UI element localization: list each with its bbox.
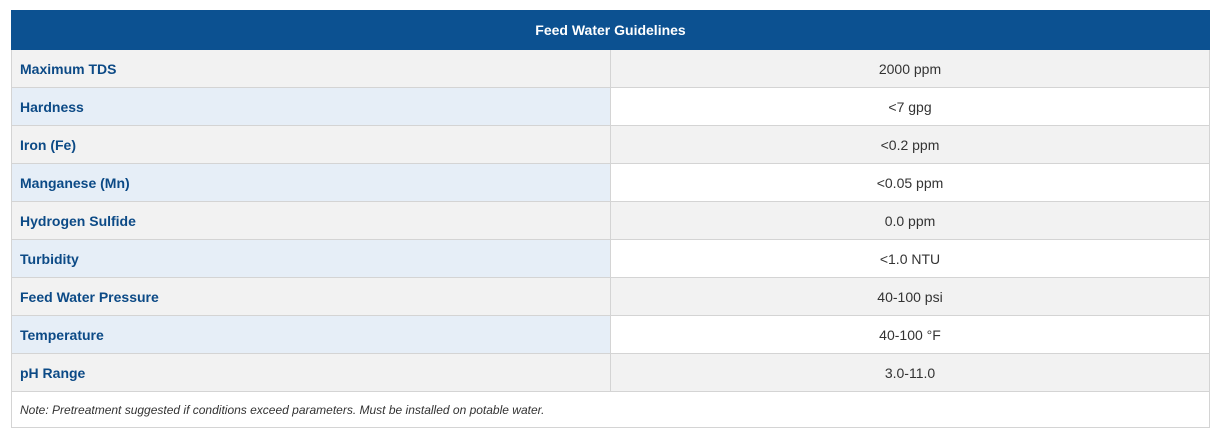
parameter-name: pH Range [11, 353, 611, 392]
table-row: Iron (Fe) <0.2 ppm [11, 125, 1210, 164]
parameter-name: Manganese (Mn) [11, 163, 611, 202]
table-row: Turbidity <1.0 NTU [11, 239, 1210, 278]
note: Note: Pretreatment suggested if conditio… [11, 391, 1210, 428]
parameter-name: Temperature [11, 315, 611, 354]
note-row: Note: Pretreatment suggested if conditio… [11, 391, 1210, 428]
parameter-name: Hardness [11, 87, 611, 126]
table-container: Feed Water Guidelines Maximum TDS 2000 pp… [11, 10, 1210, 428]
table-row: Hardness <7 gpg [11, 87, 1210, 126]
parameter-value: <7 gpg [610, 87, 1210, 126]
table-row: Feed Water Pressure 40-100 psi [11, 277, 1210, 316]
table-row: pH Range 3.0-11.0 [11, 353, 1210, 392]
parameter-value: 2000 ppm [610, 49, 1210, 88]
table-body: Maximum TDS 2000 ppm Hardness <7 gpg Iron (F… [11, 49, 1210, 428]
table-row: Temperature 40-100 °F [11, 315, 1210, 354]
parameter-name: Iron (Fe) [11, 125, 611, 164]
parameter-value: <0.05 ppm [610, 163, 1210, 202]
parameter-value: 0.0 ppm [610, 201, 1210, 240]
parameter-value: <1.0 NTU [610, 239, 1210, 278]
parameter-name: Feed Water Pressure [11, 277, 611, 316]
parameter-value: 40-100 °F [610, 315, 1210, 354]
parameter-name: Turbidity [11, 239, 611, 278]
parameter-value: 40-100 psi [610, 277, 1210, 316]
table-row: Hydrogen Sulfide 0.0 ppm [11, 201, 1210, 240]
table-title: Feed Water Guidelines [11, 10, 1210, 50]
table-row: Maximum TDS 2000 ppm [11, 49, 1210, 88]
table-row: Manganese (Mn) <0.05 ppm [11, 163, 1210, 202]
parameter-name: Maximum TDS [11, 49, 611, 88]
parameter-name: Hydrogen Sulfide [11, 201, 611, 240]
parameter-value: 3.0-11.0 [610, 353, 1210, 392]
header-row: Feed Water Guidelines [11, 10, 1210, 50]
guidelines-table: Feed Water Guidelines Maximum TDS 2000 pp… [11, 10, 1210, 428]
parameter-value: <0.2 ppm [610, 125, 1210, 164]
